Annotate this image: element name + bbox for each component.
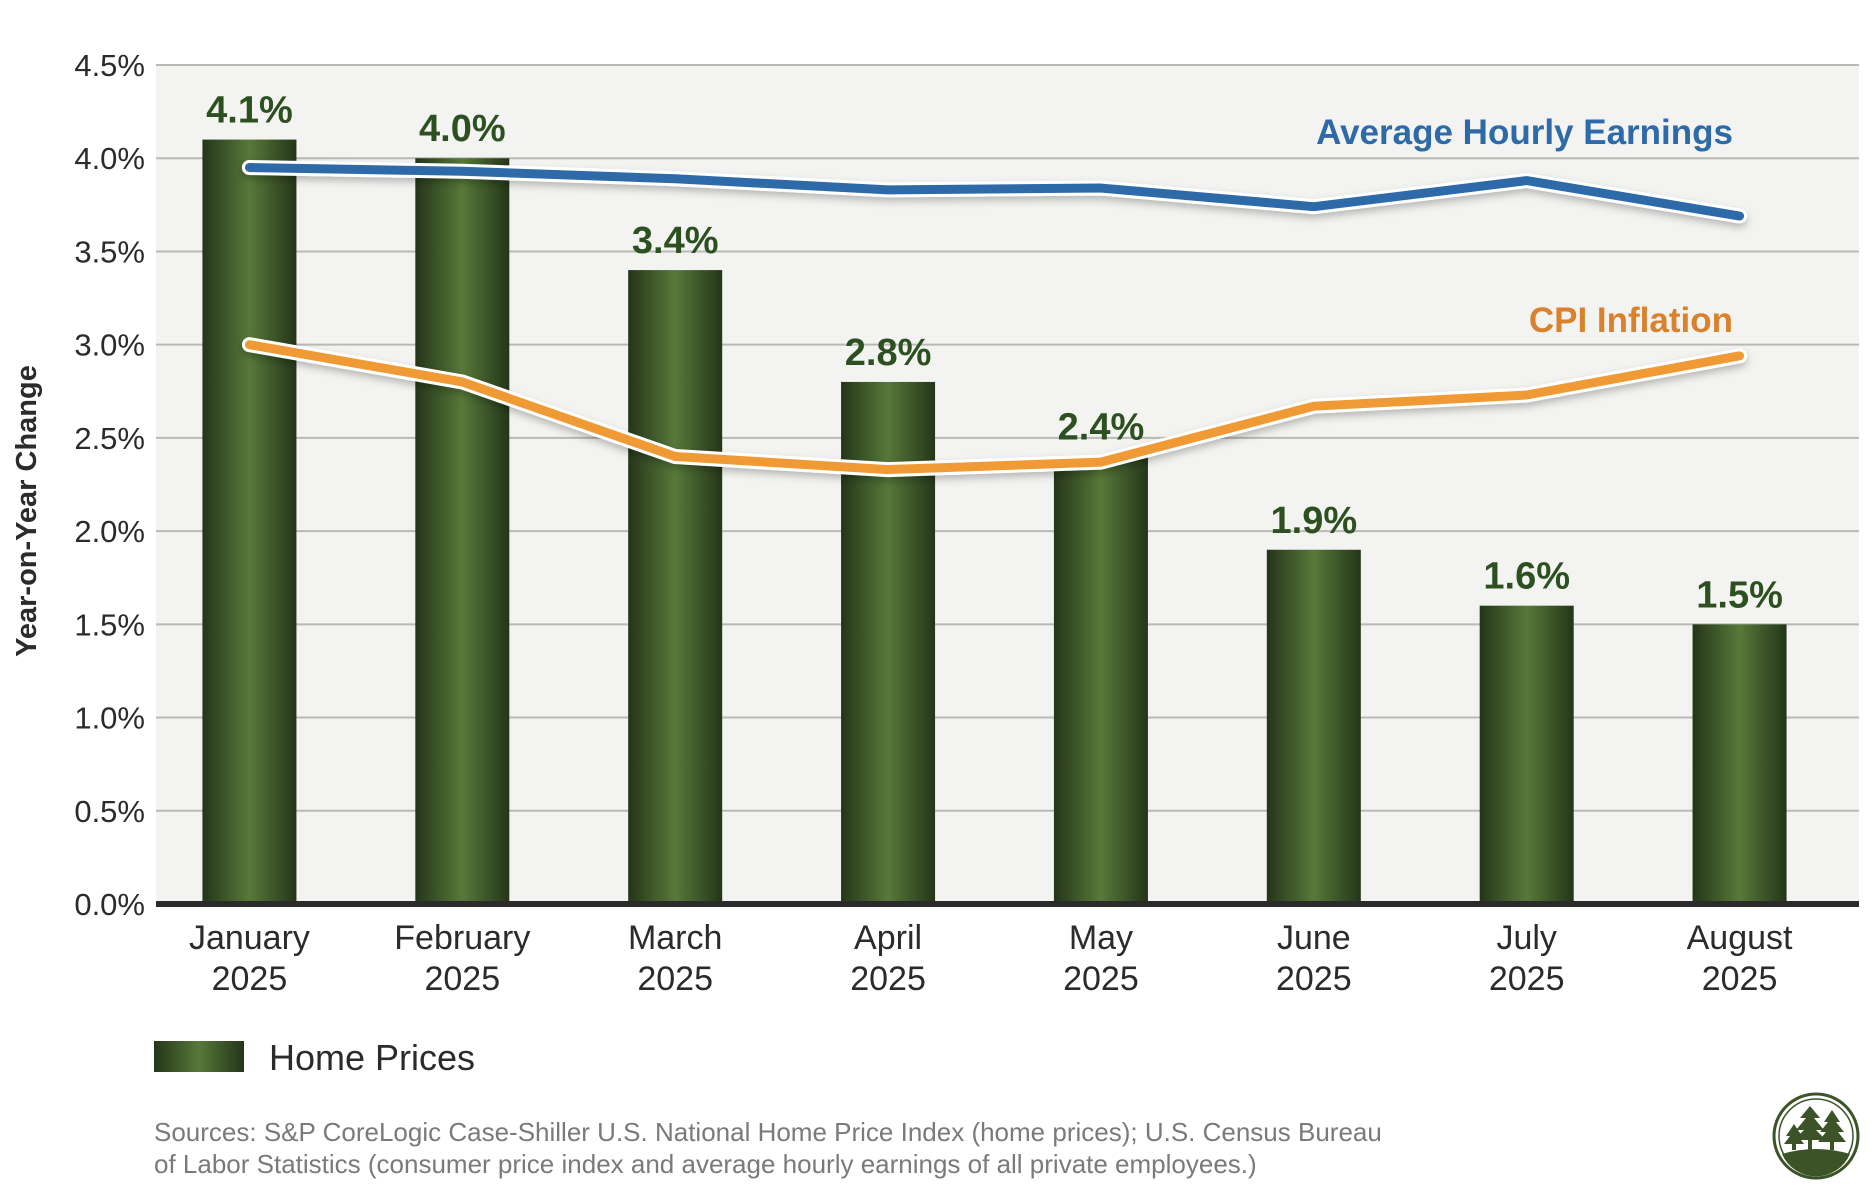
y-tick-label: 4.5% bbox=[74, 48, 145, 83]
bar-home-prices bbox=[202, 139, 297, 905]
x-tick-label-month: July bbox=[1496, 919, 1556, 957]
x-tick-label-month: April bbox=[854, 919, 922, 957]
sources-line-1: Sources: S&P CoreLogic Case-Shiller U.S.… bbox=[154, 1117, 1382, 1147]
y-tick-label: 3.0% bbox=[74, 328, 145, 363]
bar-data-label: 1.6% bbox=[1483, 556, 1570, 598]
bar-home-prices bbox=[1692, 624, 1787, 904]
x-tick-label-month: August bbox=[1687, 919, 1793, 957]
line-average-hourly-earnings bbox=[244, 163, 1745, 221]
bar-home-prices bbox=[1053, 456, 1148, 904]
y-tick-label: 0.0% bbox=[74, 887, 145, 922]
legend: Home Prices bbox=[154, 1037, 475, 1078]
y-tick-label: 4.0% bbox=[74, 141, 145, 176]
bar-data-label: 1.5% bbox=[1696, 574, 1783, 616]
x-tick-label-year: 2025 bbox=[212, 960, 288, 998]
legend-swatch-home-prices bbox=[154, 1041, 244, 1072]
legend-label-home-prices: Home Prices bbox=[269, 1037, 475, 1078]
x-tick-label-year: 2025 bbox=[637, 960, 713, 998]
x-tick-label-year: 2025 bbox=[1702, 960, 1778, 998]
x-tick-label-month: June bbox=[1277, 919, 1351, 957]
x-tick-label-year: 2025 bbox=[1063, 960, 1139, 998]
bar-data-label: 1.9% bbox=[1271, 500, 1358, 542]
bar-home-prices bbox=[628, 270, 723, 905]
y-tick-label: 0.5% bbox=[74, 794, 145, 829]
y-tick-label: 1.0% bbox=[74, 701, 145, 736]
line-cpi-inflation bbox=[244, 340, 1745, 475]
y-tick-label: 1.5% bbox=[74, 607, 145, 642]
x-tick-label-year: 2025 bbox=[1489, 960, 1565, 998]
y-tick-label: 2.0% bbox=[74, 514, 145, 549]
y-axis-label: Year-on-Year Change bbox=[11, 365, 43, 657]
sources-line-2: of Labor Statistics (consumer price inde… bbox=[154, 1149, 1257, 1179]
bar-home-prices bbox=[1479, 605, 1574, 904]
x-tick-label-month: January bbox=[189, 919, 310, 957]
bar-data-label: 4.1% bbox=[206, 90, 293, 132]
series-label-cpi-inflation: CPI Inflation bbox=[1529, 301, 1733, 340]
y-tick-label: 2.5% bbox=[74, 421, 145, 456]
bar-home-prices bbox=[415, 158, 510, 904]
bar-data-label: 3.4% bbox=[632, 220, 719, 262]
x-tick-label-month: May bbox=[1069, 919, 1133, 957]
x-tick-label-month: February bbox=[394, 919, 530, 957]
x-tick-label-year: 2025 bbox=[1276, 960, 1352, 998]
tree-logo-icon bbox=[1772, 1092, 1860, 1180]
bar-data-label: 4.0% bbox=[419, 108, 506, 150]
bar-data-label: 2.4% bbox=[1058, 407, 1145, 449]
bar-data-label: 2.8% bbox=[845, 332, 932, 374]
series-label-average-hourly-earnings: Average Hourly Earnings bbox=[1316, 113, 1733, 152]
x-tick-label-year: 2025 bbox=[424, 960, 500, 998]
y-tick-label: 3.5% bbox=[74, 234, 145, 269]
bar-home-prices bbox=[1266, 549, 1361, 904]
x-tick-label-year: 2025 bbox=[850, 960, 926, 998]
x-tick-label-month: March bbox=[628, 919, 722, 957]
